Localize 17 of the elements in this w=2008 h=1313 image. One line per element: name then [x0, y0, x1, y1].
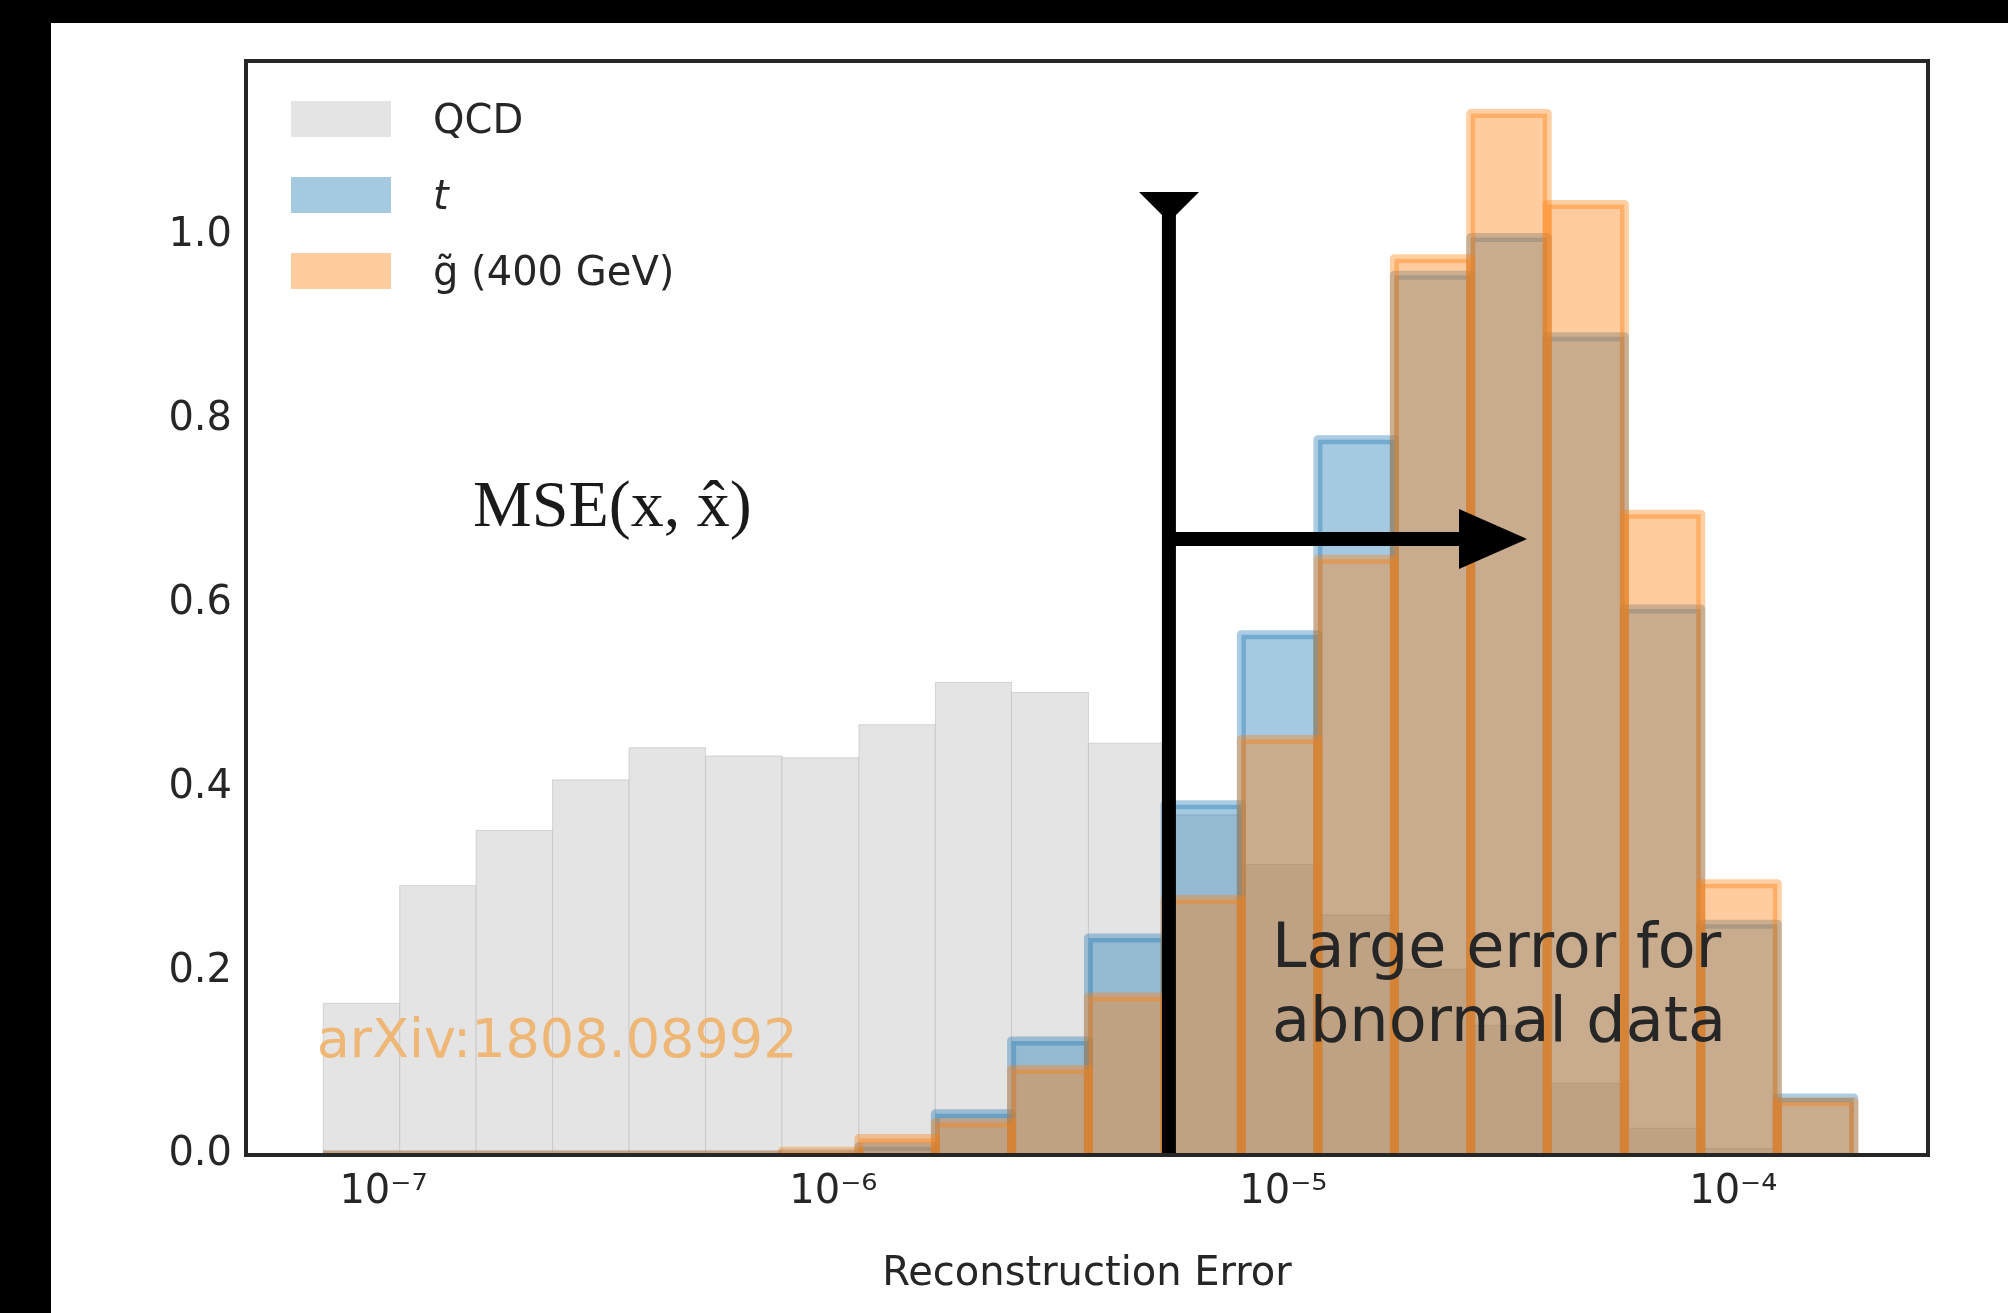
- legend-label: QCD: [433, 96, 524, 142]
- legend-label: g̃ (400 GeV): [433, 248, 675, 294]
- x-tick-label: 10⁻⁷: [339, 1166, 428, 1213]
- x-tick-label: 10⁻⁴: [1689, 1166, 1778, 1213]
- y-tick-label: 1.0: [168, 209, 232, 256]
- x-tick-label: 10⁻⁵: [1239, 1166, 1328, 1213]
- x-axis-title: Reconstruction Error: [882, 1248, 1293, 1295]
- y-tick-label: 0.4: [168, 760, 232, 807]
- x-tick-label: 10⁻⁶: [789, 1166, 878, 1213]
- y-tick-label: 0.0: [168, 1128, 232, 1175]
- y-tick-label: 0.2: [168, 944, 232, 991]
- y-tick-label: 0.8: [168, 392, 232, 439]
- y-tick-label: 0.6: [168, 576, 232, 623]
- annotation: MSE(x, x̂): [473, 465, 752, 542]
- legend-label: t: [433, 172, 449, 218]
- annotation: arXiv:1808.08992: [316, 1007, 798, 1071]
- annotation: Large error for abnormal data: [1272, 908, 1727, 1058]
